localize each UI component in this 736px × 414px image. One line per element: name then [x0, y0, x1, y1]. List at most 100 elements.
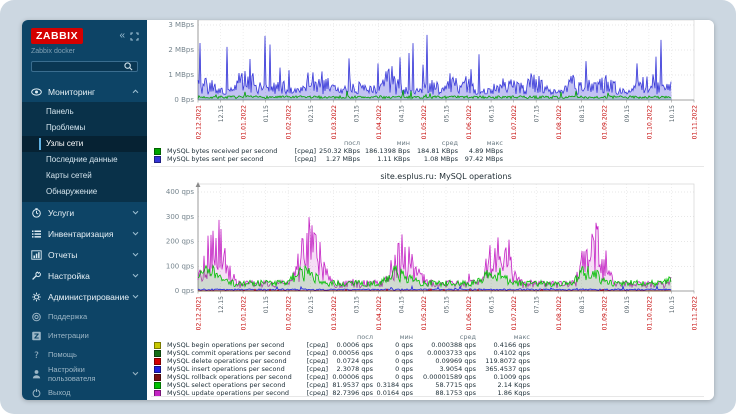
series-color-swatch	[154, 155, 161, 163]
x-tick-label: 01.02.2022	[286, 296, 293, 331]
menu-item-support[interactable]: Поддержка	[22, 307, 147, 326]
x-tick-label: 05.15	[444, 105, 451, 122]
series-aggregation: [сред]	[306, 365, 328, 373]
graph-mysql-operations[interactable]: site.esplus.ru: MySQL operations 400 qps 3…	[147, 170, 714, 332]
search-input[interactable]	[36, 62, 124, 71]
series-last: 0.0724 qps	[336, 357, 373, 365]
submenu-item-latest-data[interactable]: Последние данные	[46, 155, 118, 164]
series-aggregation: [сред]	[306, 389, 328, 397]
x-tick-label: 09.15	[624, 105, 631, 122]
legend-column-header: посл	[357, 333, 373, 341]
series-aggregation: [сред]	[294, 147, 316, 155]
x-tick-label: 01.04.2022	[376, 105, 383, 140]
menu-label: Выход	[48, 388, 71, 397]
x-tick-label: 09.15	[624, 296, 631, 313]
x-tick-label: 03.15	[353, 105, 360, 122]
menu-item-configuration[interactable]: Настройка	[22, 265, 147, 286]
series-max: 119.8072 qps	[485, 357, 530, 365]
integrations-icon: Z	[32, 331, 41, 340]
series-max: 0.1009 qps	[493, 373, 530, 381]
menu-item-reports[interactable]: Отчеты	[22, 244, 147, 265]
series-avg: 0.00001589 qps	[423, 373, 476, 381]
support-icon	[32, 312, 41, 321]
sidebar-header: ZABBIX «	[22, 20, 147, 44]
series-area	[198, 286, 672, 291]
legend-column-header: мин	[399, 333, 413, 341]
submenu-item-discovery[interactable]: Обнаружение	[46, 187, 98, 196]
x-tick-label: 07.15	[534, 105, 541, 122]
menu-label: Инвентаризация	[48, 228, 114, 239]
submenu-item-maps[interactable]: Карты сетей	[46, 171, 92, 180]
series-line	[197, 34, 672, 96]
gear-icon	[32, 292, 41, 301]
series-area	[198, 217, 672, 291]
menu-label: Помощь	[48, 350, 77, 359]
x-tick-label: 04.15	[398, 105, 405, 122]
legend-column-header: макс	[513, 333, 530, 341]
sidebar-search[interactable]	[31, 61, 138, 72]
x-tick-label: 02.15	[308, 296, 315, 313]
menu-item-integrations[interactable]: Z Интеграции	[22, 326, 147, 345]
x-tick-label: 01.03.2022	[331, 296, 338, 331]
submenu-item-problems[interactable]: Проблемы	[46, 123, 86, 132]
series-aggregation: [сред]	[306, 373, 328, 381]
list-icon	[32, 230, 41, 238]
menu-item-administration[interactable]: Администрирование	[22, 286, 147, 307]
menu-item-inventory[interactable]: Инвентаризация	[22, 223, 147, 244]
legend-series-row: MySQL bytes sent per second [сред] 1.27 MB…	[154, 155, 503, 163]
menu-label: Поддержка	[48, 312, 88, 321]
menu-item-help[interactable]: ? Помощь	[22, 345, 147, 364]
series-line	[197, 89, 672, 100]
divider	[151, 396, 704, 397]
series-color-swatch	[154, 357, 161, 365]
series-line	[197, 284, 672, 291]
x-tick-label: 01.11.2022	[692, 296, 699, 331]
graph-legend-operations: посл мин сред макс MySQL begin operations pe…	[154, 333, 530, 397]
legend-column-header: мин	[396, 139, 410, 147]
series-name: MySQL rollback operations per second	[167, 373, 292, 381]
legend-series-row: MySQL rollback operations per second [сре…	[154, 373, 530, 381]
power-icon	[32, 388, 41, 397]
menu-item-services[interactable]: Услуги	[22, 202, 147, 223]
series-name: MySQL select operations per second	[167, 381, 286, 389]
submenu-item-dashboard[interactable]: Панель	[46, 107, 74, 116]
collapse-sidebar-icon[interactable]: «	[119, 30, 125, 41]
clock-icon	[32, 207, 41, 218]
legend-series-row: MySQL bytes received per second [сред] 250…	[154, 147, 503, 155]
menu-label: Настройка	[48, 270, 90, 281]
x-tick-label: 06.15	[489, 105, 496, 122]
legend-series-row: MySQL select operations per second [сред]…	[154, 381, 530, 389]
menu-item-monitoring[interactable]: Мониторинг	[22, 81, 147, 102]
series-color-swatch	[154, 341, 161, 349]
series-aggregation: [сред]	[306, 357, 328, 365]
series-min: 0 qps	[395, 349, 413, 357]
x-tick-label: 01.08.2022	[556, 296, 563, 331]
x-tick-label: 02.12.2021	[196, 105, 203, 140]
x-tick-label: 01.03.2022	[331, 105, 338, 140]
series-color-swatch	[154, 381, 161, 389]
x-tick-label: 03.15	[353, 296, 360, 313]
x-tick-label: 02.12.2021	[196, 296, 203, 331]
graph-legend-bandwidth: посл мин сред макс MySQL bytes received per …	[154, 139, 503, 163]
x-tick-label: 01.15	[263, 105, 270, 122]
submenu-item-hosts[interactable]: Узлы сети	[22, 136, 147, 152]
x-tick-label: 01.10.2022	[646, 105, 653, 140]
y-tick-label: 400 qps	[166, 188, 194, 196]
series-name: MySQL commit operations per second	[167, 349, 291, 357]
menu-item-signout[interactable]: Выход	[22, 383, 147, 400]
chevron-down-icon	[132, 294, 139, 299]
series-min: 0 qps	[395, 357, 413, 365]
series-color-swatch	[154, 147, 161, 155]
x-tick-label: 01.04.2022	[376, 296, 383, 331]
zabbix-logo[interactable]: ZABBIX	[31, 28, 84, 44]
kiosk-mode-icon[interactable]	[130, 31, 139, 41]
legend-series-row: MySQL insert operations per second [сред]…	[154, 365, 530, 373]
series-name: MySQL bytes sent per second	[167, 155, 264, 163]
series-color-swatch	[154, 349, 161, 357]
y-tick-label: 1 MBps	[168, 71, 194, 79]
menu-label: Услуги	[48, 207, 75, 218]
menu-item-user-settings[interactable]: Настройки пользователя	[22, 364, 147, 383]
x-tick-label: 01.01.2022	[241, 105, 248, 140]
